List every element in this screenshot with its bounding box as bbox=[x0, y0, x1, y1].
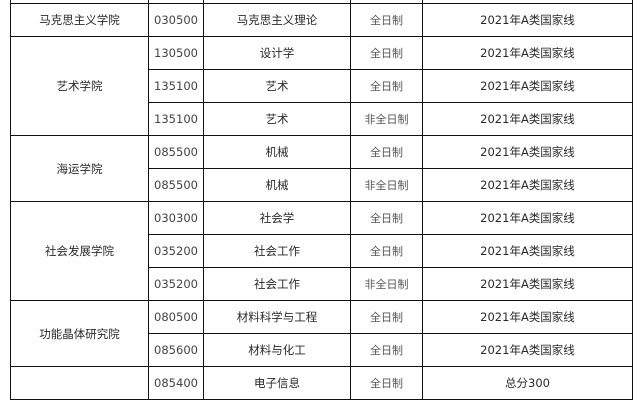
major-cell: 社会工作 bbox=[203, 234, 351, 268]
score-line-cell: 2021年A类国家线 bbox=[422, 300, 633, 334]
table-row: 085500 机械 非全日制 2021年A类国家线 bbox=[11, 168, 633, 202]
major-cell: 电子信息 bbox=[203, 366, 351, 400]
score-line-cell: 2021年A类国家线 bbox=[422, 168, 633, 202]
table-row: 功能晶体研究院 080500 材料科学与工程 全日制 2021年A类国家线 bbox=[10, 300, 633, 367]
major-cell: 材料与化工 bbox=[203, 333, 351, 367]
table-row: 135100 艺术 非全日制 2021年A类国家线 bbox=[11, 102, 633, 136]
table-row: 马克思主义学院 030500 马克思主义理论 全日制 2021年A类国家线 bbox=[10, 3, 633, 37]
study-type-cell: 全日制 bbox=[350, 300, 423, 334]
admission-score-table: 马克思主义学院 030500 马克思主义理论 全日制 2021年A类国家线 艺术学院 130… bbox=[10, 0, 633, 400]
college-cell: 社会发展学院 bbox=[10, 201, 149, 301]
table-row: 035200 社会工作 全日制 2021年A类国家线 bbox=[11, 234, 633, 268]
major-cell: 材料科学与工程 bbox=[203, 300, 351, 334]
table-row: 艺术学院 130500 设计学 全日制 2021年A类国家线 bbox=[10, 36, 633, 136]
college-cell: 功能晶体研究院 bbox=[10, 300, 149, 367]
study-type-cell: 全日制 bbox=[350, 3, 423, 37]
code-cell: 085400 bbox=[148, 366, 204, 400]
score-line-cell: 2021年A类国家线 bbox=[422, 267, 633, 301]
code-cell: 085500 bbox=[148, 168, 204, 202]
major-cell: 艺术 bbox=[203, 102, 351, 136]
major-cell: 社会工作 bbox=[203, 267, 351, 301]
score-line-cell: 总分300 bbox=[422, 366, 633, 400]
study-type-cell: 非全日制 bbox=[350, 267, 423, 301]
score-line-cell: 2021年A类国家线 bbox=[422, 333, 633, 367]
table-row: 035200 社会工作 非全日制 2021年A类国家线 bbox=[11, 267, 633, 301]
study-type-cell: 全日制 bbox=[350, 333, 423, 367]
major-cell: 马克思主义理论 bbox=[203, 3, 351, 37]
study-type-cell: 全日制 bbox=[350, 135, 423, 169]
code-cell: 135100 bbox=[148, 69, 204, 103]
study-type-cell: 全日制 bbox=[350, 69, 423, 103]
code-cell: 085500 bbox=[148, 135, 204, 169]
study-type-cell: 非全日制 bbox=[350, 102, 423, 136]
major-cell: 艺术 bbox=[203, 69, 351, 103]
score-line-cell: 2021年A类国家线 bbox=[422, 36, 633, 70]
code-cell: 085600 bbox=[148, 333, 204, 367]
major-cell: 社会学 bbox=[203, 201, 351, 235]
major-cell: 设计学 bbox=[203, 36, 351, 70]
table-row: 社会发展学院 030300 社会学 全日制 2021年A类国家线 bbox=[10, 201, 633, 301]
major-cell: 机械 bbox=[203, 168, 351, 202]
score-line-cell: 2021年A类国家线 bbox=[422, 102, 633, 136]
study-type-cell: 全日制 bbox=[350, 36, 423, 70]
score-line-cell: 2021年A类国家线 bbox=[422, 69, 633, 103]
college-cell: 艺术学院 bbox=[10, 36, 149, 136]
code-cell: 030300 bbox=[148, 201, 204, 235]
college-cell: 海运学院 bbox=[10, 135, 149, 202]
score-line-cell: 2021年A类国家线 bbox=[422, 201, 633, 235]
major-cell: 机械 bbox=[203, 135, 351, 169]
study-type-cell: 全日制 bbox=[350, 201, 423, 235]
code-cell: 035200 bbox=[148, 234, 204, 268]
study-type-cell: 全日制 bbox=[350, 234, 423, 268]
table-row: 085400 电子信息 全日制 总分300 bbox=[10, 366, 633, 400]
college-cell bbox=[10, 366, 149, 400]
code-cell: 135100 bbox=[148, 102, 204, 136]
table-row: 085600 材料与化工 全日制 2021年A类国家线 bbox=[11, 333, 633, 367]
code-cell: 030500 bbox=[148, 3, 204, 37]
code-cell: 035200 bbox=[148, 267, 204, 301]
code-cell: 080500 bbox=[148, 300, 204, 334]
score-line-cell: 2021年A类国家线 bbox=[422, 234, 633, 268]
table-row: 海运学院 085500 机械 全日制 2021年A类国家线 bbox=[10, 135, 633, 202]
score-line-cell: 2021年A类国家线 bbox=[422, 3, 633, 37]
college-cell: 马克思主义学院 bbox=[10, 3, 149, 37]
study-type-cell: 非全日制 bbox=[350, 168, 423, 202]
score-line-cell: 2021年A类国家线 bbox=[422, 135, 633, 169]
study-type-cell: 全日制 bbox=[350, 366, 423, 400]
code-cell: 130500 bbox=[148, 36, 204, 70]
